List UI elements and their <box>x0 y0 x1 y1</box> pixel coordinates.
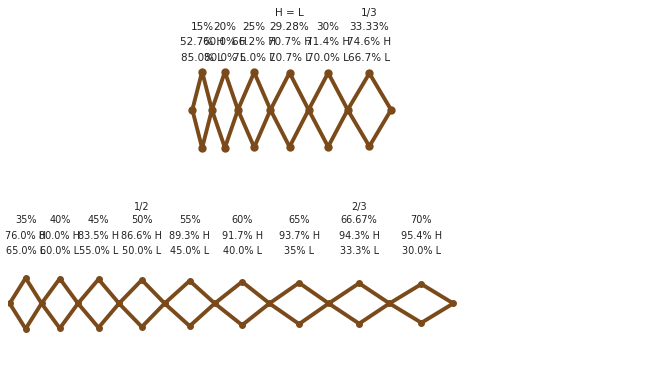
Text: 55%: 55% <box>179 215 200 225</box>
Text: 66.2% H: 66.2% H <box>232 37 276 47</box>
Text: 66.67%: 66.67% <box>340 215 377 225</box>
Text: 20%: 20% <box>214 21 237 32</box>
Text: 91.7% H: 91.7% H <box>221 230 262 241</box>
Text: 45.0% L: 45.0% L <box>170 246 210 256</box>
Text: 45%: 45% <box>88 215 109 225</box>
Text: 74.6% H: 74.6% H <box>347 37 391 47</box>
Text: 86.6% H: 86.6% H <box>122 230 163 241</box>
Text: 95.4% H: 95.4% H <box>401 230 442 241</box>
Text: 30%: 30% <box>317 21 340 32</box>
Text: 40%: 40% <box>49 215 71 225</box>
Text: 60.0% H: 60.0% H <box>203 37 247 47</box>
Text: 1/2: 1/2 <box>134 202 149 212</box>
Text: 80.0% H: 80.0% H <box>39 230 80 241</box>
Text: 70.7% L: 70.7% L <box>268 53 311 62</box>
Text: 2/3: 2/3 <box>351 202 367 212</box>
Text: 35% L: 35% L <box>284 246 314 256</box>
Text: 76.0% H: 76.0% H <box>5 230 46 241</box>
Text: 50.0% L: 50.0% L <box>122 246 161 256</box>
Text: 70%: 70% <box>410 215 432 225</box>
Text: 1/3: 1/3 <box>361 8 377 18</box>
Text: 70.0% L: 70.0% L <box>307 53 349 62</box>
Text: 94.3% H: 94.3% H <box>338 230 379 241</box>
Text: 35%: 35% <box>15 215 36 225</box>
Text: 65.0% L: 65.0% L <box>6 246 45 256</box>
Text: 15%: 15% <box>190 21 214 32</box>
Text: 89.3% H: 89.3% H <box>169 230 210 241</box>
Text: H = L: H = L <box>275 8 304 18</box>
Text: 65%: 65% <box>288 215 310 225</box>
Text: 52.7% H: 52.7% H <box>180 37 224 47</box>
Text: 93.7% H: 93.7% H <box>278 230 320 241</box>
Text: 66.7% L: 66.7% L <box>348 53 391 62</box>
Text: 29.28%: 29.28% <box>270 21 309 32</box>
Text: 80.0% L: 80.0% L <box>204 53 246 62</box>
Text: 83.5% H: 83.5% H <box>78 230 119 241</box>
Text: 60%: 60% <box>231 215 253 225</box>
Text: 25%: 25% <box>243 21 266 32</box>
Text: 71.4% H: 71.4% H <box>306 37 350 47</box>
Text: 40.0% L: 40.0% L <box>223 246 262 256</box>
Text: 50%: 50% <box>131 215 153 225</box>
Text: 55.0% L: 55.0% L <box>79 246 118 256</box>
Text: 33.3% L: 33.3% L <box>340 246 379 256</box>
Text: 75.0% L: 75.0% L <box>233 53 275 62</box>
Text: 33.33%: 33.33% <box>350 21 389 32</box>
Text: 85.0% L: 85.0% L <box>181 53 223 62</box>
Text: 60.0% L: 60.0% L <box>40 246 79 256</box>
Text: 30.0% L: 30.0% L <box>402 246 441 256</box>
Text: 70.7% H: 70.7% H <box>268 37 311 47</box>
